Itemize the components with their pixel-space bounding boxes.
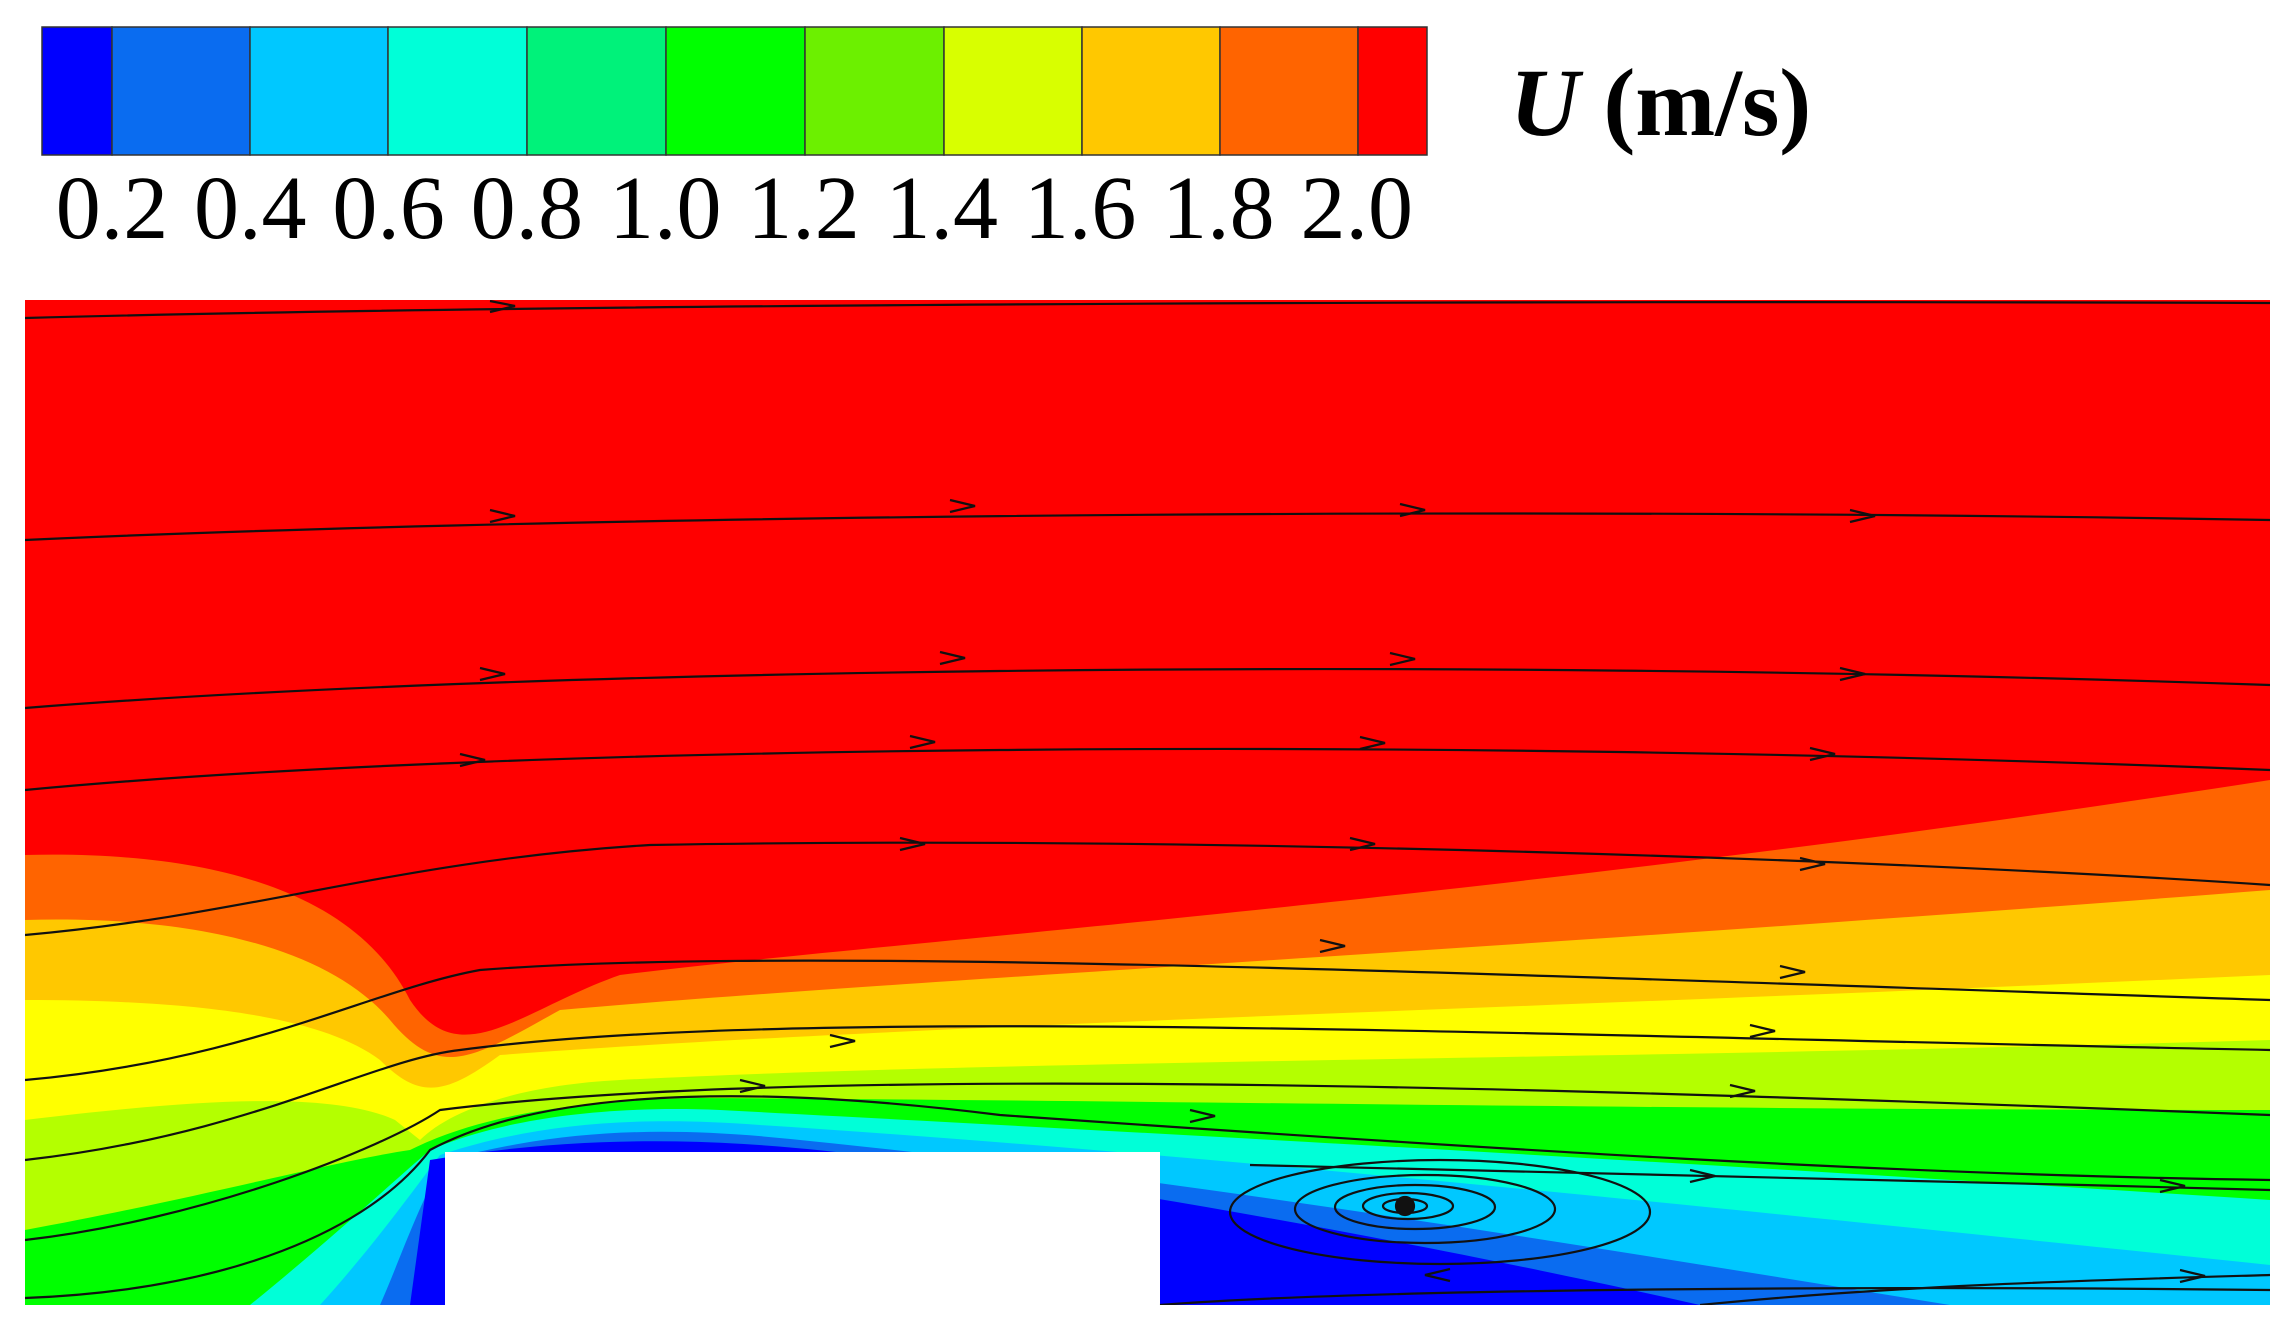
arrowhead bbox=[479, 666, 506, 682]
arrowhead bbox=[899, 836, 926, 852]
colorbar-swatch bbox=[249, 26, 389, 156]
colorbar-unit: (m/s) bbox=[1603, 49, 1811, 156]
arrowhead bbox=[1189, 1108, 1216, 1124]
arrowhead bbox=[909, 734, 936, 750]
obstacle-block bbox=[445, 1152, 1160, 1305]
colorbar-tick-label: 0.6 bbox=[332, 159, 445, 258]
arrowhead bbox=[1779, 964, 1806, 980]
colorbar-swatch bbox=[1357, 26, 1428, 156]
recirculation-loop bbox=[1333, 1183, 1497, 1231]
colorbar-tick-label: 1.2 bbox=[747, 159, 860, 258]
colorbar-swatch bbox=[1081, 26, 1221, 156]
colorbar-swatch bbox=[111, 26, 251, 156]
arrowhead bbox=[1319, 938, 1346, 954]
colorbar-tick-label: 0.2 bbox=[56, 159, 169, 258]
colorbar-variable: U bbox=[1510, 49, 1584, 156]
arrowhead bbox=[1389, 651, 1416, 667]
arrowhead bbox=[1809, 746, 1836, 762]
streamline bbox=[25, 1082, 2270, 1242]
streamline bbox=[25, 959, 2270, 1082]
colorbar-tick-label: 2.0 bbox=[1300, 159, 1413, 258]
vortex-core bbox=[1394, 1195, 1416, 1217]
arrowhead bbox=[739, 1078, 766, 1094]
arrowhead bbox=[1359, 735, 1386, 751]
streamline bbox=[1159, 1287, 2270, 1305]
arrowhead bbox=[1839, 666, 1866, 682]
colorbar-tick-label: 1.8 bbox=[1162, 159, 1275, 258]
arrowhead bbox=[2179, 1268, 2206, 1284]
colorbar-swatch bbox=[804, 26, 945, 156]
arrowhead bbox=[489, 508, 516, 524]
colorbar-swatch bbox=[387, 26, 528, 156]
recirculation-loop bbox=[1228, 1158, 1652, 1266]
arrowhead bbox=[1849, 508, 1876, 524]
arrowhead bbox=[459, 752, 486, 768]
arrowhead bbox=[1424, 1267, 1451, 1283]
arrowhead bbox=[1399, 502, 1426, 518]
recirculation-loop bbox=[1361, 1191, 1455, 1221]
arrowhead bbox=[1729, 1083, 1756, 1099]
arrowhead bbox=[1349, 836, 1376, 852]
colorbar bbox=[41, 26, 1428, 156]
streamline bbox=[25, 301, 2270, 320]
arrowhead bbox=[489, 300, 516, 314]
arrowhead bbox=[2159, 1178, 2186, 1194]
colorbar-ticks: 0.2 0.4 0.6 0.8 1.0 1.2 1.4 1.6 1.8 2.0 bbox=[56, 159, 1413, 258]
colorbar-tick-label: 0.8 bbox=[471, 159, 584, 258]
streamline bbox=[25, 1025, 2270, 1162]
colorbar-swatch bbox=[41, 26, 113, 156]
arrowhead bbox=[939, 650, 966, 666]
streamline bbox=[25, 1095, 2270, 1300]
streamline bbox=[25, 747, 2270, 792]
arrowhead bbox=[949, 498, 976, 514]
streamline bbox=[25, 667, 2270, 710]
colorbar-swatch bbox=[943, 26, 1083, 156]
colorbar-swatch bbox=[1219, 26, 1359, 156]
colorbar-tick-label: 1.0 bbox=[609, 159, 722, 258]
arrowhead bbox=[829, 1033, 856, 1049]
arrowhead bbox=[1799, 856, 1826, 872]
colorbar-tick-label: 0.4 bbox=[194, 159, 307, 258]
streamlines bbox=[25, 300, 2270, 1305]
colorbar-title: U (m/s) bbox=[1510, 49, 1811, 156]
arrowhead bbox=[1689, 1168, 1716, 1184]
colorbar-tick-label: 1.6 bbox=[1024, 159, 1137, 258]
arrowhead bbox=[1749, 1023, 1776, 1039]
recirculation-loop bbox=[1293, 1173, 1557, 1245]
colorbar-swatch bbox=[665, 26, 806, 156]
colorbar-tick-label: 1.4 bbox=[886, 159, 999, 258]
colorbar-swatch bbox=[526, 26, 667, 156]
velocity-field bbox=[25, 300, 2270, 1305]
